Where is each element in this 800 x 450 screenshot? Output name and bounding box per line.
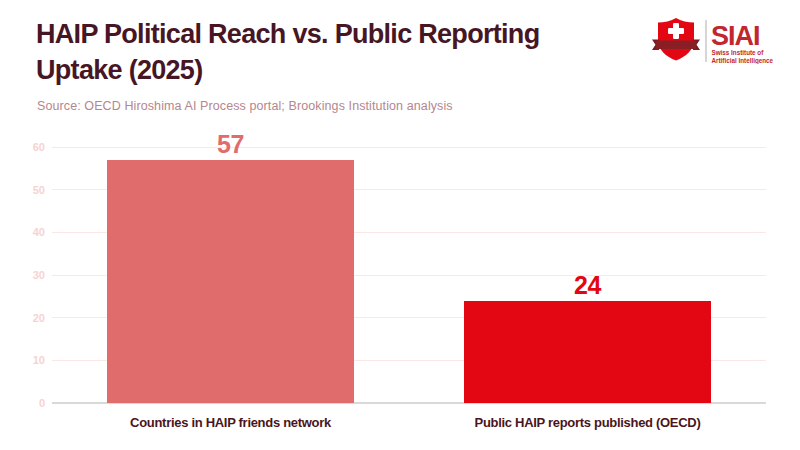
bar-value-label: 24 <box>528 272 648 298</box>
y-tick-label: 20 <box>0 311 45 325</box>
y-gridline <box>52 147 766 148</box>
bar-countries-in-haip-friends-network <box>107 160 354 403</box>
y-tick-label: 40 <box>0 225 45 239</box>
y-tick-label: 10 <box>0 353 45 367</box>
bar-public-haip-reports-published-oecd <box>464 301 711 403</box>
y-tick-label: 0 <box>0 396 45 410</box>
y-tick-label: 60 <box>0 140 45 154</box>
y-tick-label: 30 <box>0 268 45 282</box>
bar-value-label: 57 <box>171 131 291 157</box>
y-tick-label: 50 <box>0 183 45 197</box>
infographic-page: HAIP Political Reach vs. Public Reportin… <box>0 0 800 450</box>
x-category-label: Public HAIP reports published (OECD) <box>409 415 766 431</box>
x-category-label: Countries in HAIP friends network <box>52 415 409 431</box>
bar-chart: 0 10 20 30 40 50 60 57 Countries in HAIP friends… <box>0 0 800 450</box>
